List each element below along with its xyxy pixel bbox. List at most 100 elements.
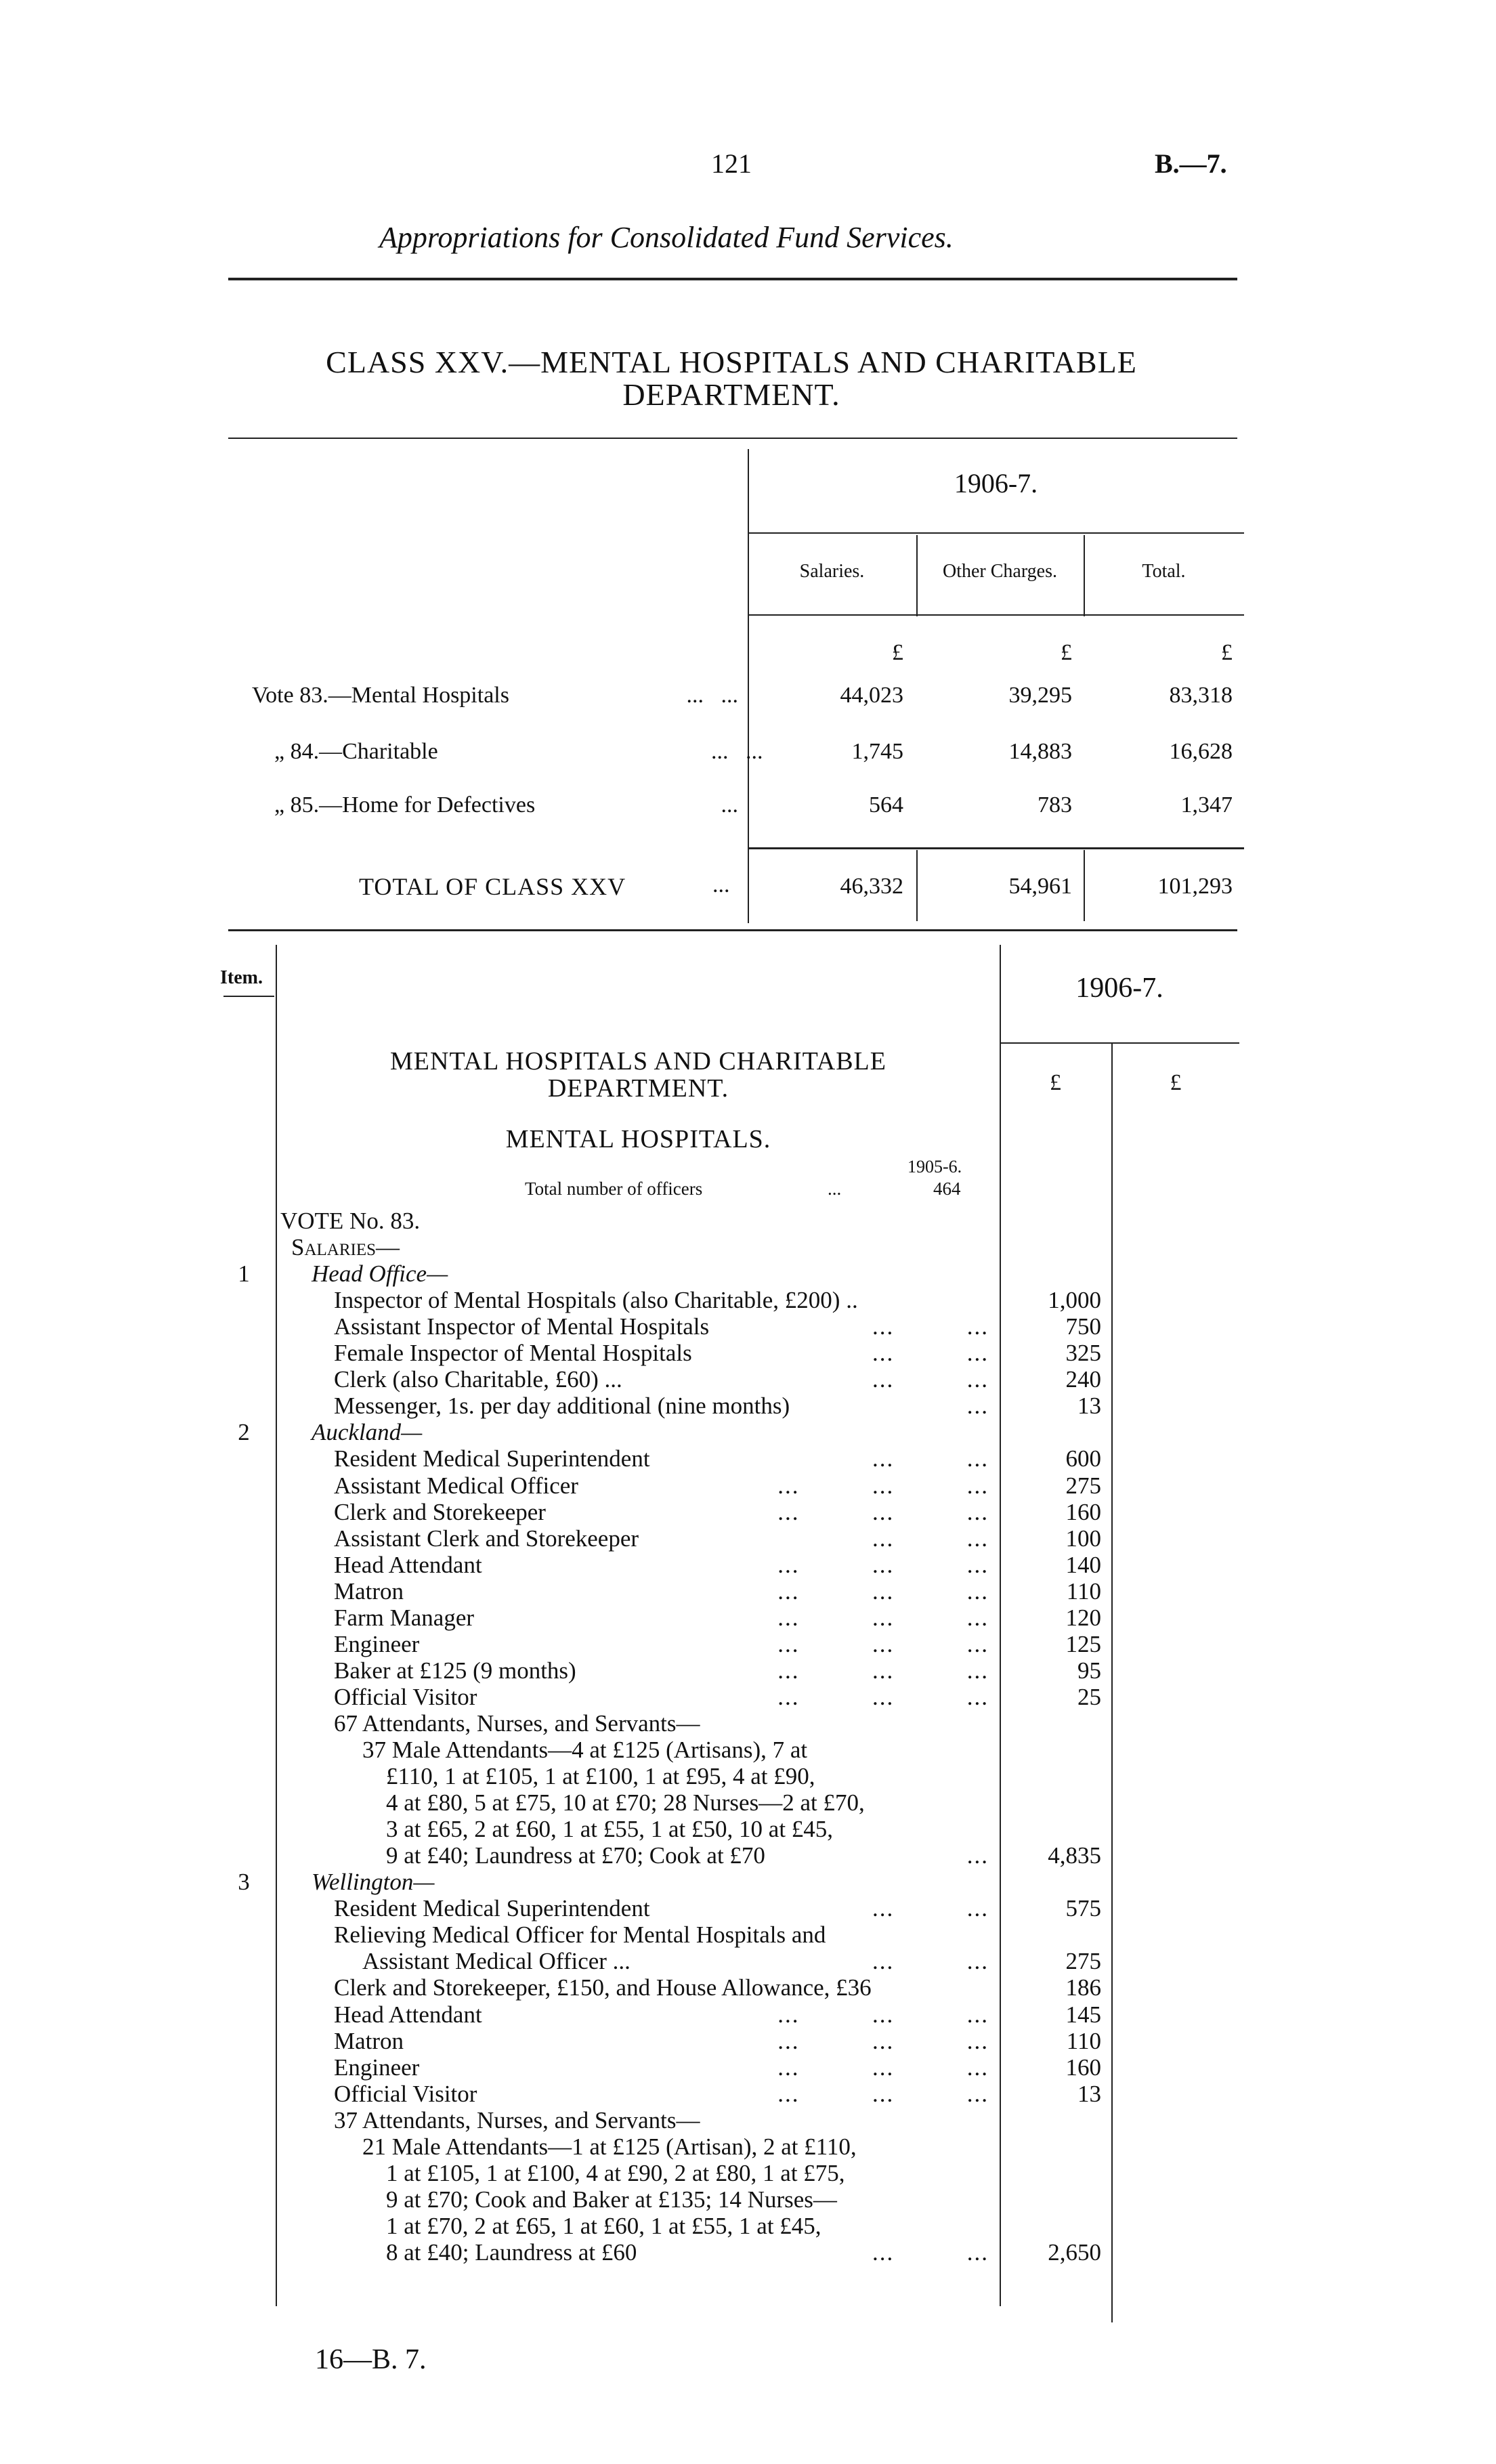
item-rule xyxy=(223,996,274,997)
line-item: Resident Medical Superintendent ... ... 60… xyxy=(0,1445,1496,1472)
total-salaries: 46,332 xyxy=(840,874,904,899)
vote-other-charges: 783 xyxy=(1038,792,1072,817)
dot-leader: ... ... ... xyxy=(777,1630,989,1657)
line-text: Head Attendant xyxy=(334,1551,482,1578)
header-rule xyxy=(228,278,1237,280)
line-amount: 160 xyxy=(1065,2054,1102,2081)
dot-leader: ... xyxy=(966,1842,989,1869)
line-item: Matron ... ... ... 110 xyxy=(0,2028,1496,2054)
detail-year: 1906-7. xyxy=(1075,973,1163,1004)
line-item: 8 at £40; Laundress at £60 ... ... 2,650 xyxy=(0,2239,1496,2266)
line-text: 21 Male Attendants—1 at £125 (Artisan), … xyxy=(362,2133,857,2160)
line-item: VOTE No. 83. xyxy=(0,1208,1496,1234)
vote-other-charges: 39,295 xyxy=(1008,683,1073,708)
line-amount: 325 xyxy=(1065,1340,1102,1367)
line-text: Salaries— xyxy=(291,1234,400,1261)
summary-col-divider xyxy=(1084,535,1085,616)
line-text: £110, 1 at £105, 1 at £100, 1 at £95, 4 … xyxy=(386,1763,815,1790)
line-item: 37 Attendants, Nurses, and Servants— xyxy=(0,2107,1496,2133)
vote-label: Vote 83.—Mental Hospitals xyxy=(252,683,509,708)
dot-leader: ... ... ... xyxy=(777,1577,989,1605)
vote-leader: ... ... xyxy=(686,683,739,708)
total-other-charges: 54,961 xyxy=(1008,874,1073,899)
line-item: Salaries— xyxy=(0,1234,1496,1260)
line-amount: 110 xyxy=(1066,2027,1101,2054)
line-amount: 25 xyxy=(1077,1683,1101,1710)
line-item: 3 at £65, 2 at £60, 1 at £55, 1 at £50, … xyxy=(0,1816,1496,1842)
line-item: Assistant Inspector of Mental Hospitals.… xyxy=(0,1313,1496,1340)
dept-title-line1: MENTAL HOSPITALS AND CHARITABLE xyxy=(390,1047,886,1076)
currency-label: £ xyxy=(892,640,903,665)
line-amount: 750 xyxy=(1065,1313,1102,1340)
line-text: 4 at £80, 5 at £75, 10 at £70; 28 Nurses… xyxy=(386,1789,865,1817)
line-text: Resident Medical Superintendent xyxy=(334,1445,650,1472)
line-item: 9 at £40; Laundress at £70; Cook at £70.… xyxy=(0,1842,1496,1869)
line-item: Messenger, 1s. per day additional (nine … xyxy=(0,1393,1496,1419)
line-item: Official Visitor ... ... ... 25 xyxy=(0,1684,1496,1710)
line-text: Head Attendant xyxy=(334,2001,482,2028)
officers-count: 464 xyxy=(933,1178,961,1199)
line-item: Inspector of Mental Hospitals (also Char… xyxy=(0,1287,1496,1313)
line-text: 8 at £40; Laundress at £60 xyxy=(386,2238,637,2266)
line-text: Clerk and Storekeeper, £150, and House A… xyxy=(334,1974,872,2001)
currency-label: £ xyxy=(1170,1070,1182,1095)
dot-leader: ... ... xyxy=(872,1366,989,1393)
col-total: Total. xyxy=(1142,561,1186,582)
line-text: 9 at £40; Laundress at £70; Cook at £70 xyxy=(386,1842,765,1869)
line-item: 3 Wellington— xyxy=(0,1869,1496,1895)
line-text: Resident Medical Superintendent xyxy=(334,1895,650,1922)
dot-leader: ... ... xyxy=(872,2238,989,2266)
vote-salaries: 564 xyxy=(869,792,903,817)
class-title-line2: DEPARTMENT. xyxy=(622,377,840,412)
vote-total: 83,318 xyxy=(1169,683,1233,708)
line-text: Official Visitor xyxy=(334,1683,477,1710)
line-item: Head Attendant ... ... ... 140 xyxy=(0,1552,1496,1578)
vote-leader: ... ... xyxy=(711,739,763,764)
line-text: VOTE No. 83. xyxy=(280,1208,421,1234)
line-text: Female Inspector of Mental Hospitals xyxy=(334,1340,692,1367)
summary-bottom-rule xyxy=(228,929,1237,931)
summary-year: 1906-7. xyxy=(954,468,1038,498)
line-text: 3 at £65, 2 at £60, 1 at £55, 1 at £50, … xyxy=(386,1816,834,1843)
line-text: Assistant Medical Officer xyxy=(334,1472,578,1499)
line-amount: 186 xyxy=(1065,1974,1102,2001)
line-text: Assistant Clerk and Storekeeper xyxy=(334,1525,639,1552)
dot-leader: ... xyxy=(966,1393,989,1420)
item-col-divider xyxy=(276,945,277,2306)
item-number: 2 xyxy=(238,1419,250,1446)
line-amount: 600 xyxy=(1065,1445,1102,1472)
line-item: Clerk and Storekeeper, £150, and House A… xyxy=(0,1974,1496,2001)
dot-leader: ... ... xyxy=(872,1313,989,1340)
currency-label: £ xyxy=(1061,640,1072,665)
prev-year-label: 1905-6. xyxy=(907,1157,962,1176)
dot-leader: ... ... ... xyxy=(777,1604,989,1631)
line-amount: 2,650 xyxy=(1048,2238,1101,2266)
vote-total: 1,347 xyxy=(1180,792,1233,817)
dot-leader: ... ... ... xyxy=(777,1551,989,1578)
line-item: Resident Medical Superintendent ... ... 57… xyxy=(0,1895,1496,1921)
vote-total: 16,628 xyxy=(1169,739,1233,764)
line-item: 37 Male Attendants—4 at £125 (Artisans),… xyxy=(0,1737,1496,1763)
page-number: 121 xyxy=(711,148,752,179)
line-text: Matron xyxy=(334,1577,404,1605)
dept-title-line2: DEPARTMENT. xyxy=(547,1074,729,1103)
line-item: Head Attendant ... ... ... 145 xyxy=(0,2001,1496,2028)
line-item: Matron ... ... ... 110 xyxy=(0,1578,1496,1605)
amount-col-divider xyxy=(1000,945,1001,2306)
document-reference: B.—7. xyxy=(1155,148,1227,179)
dot-leader: ... ... ... xyxy=(777,1498,989,1525)
total-label: TOTAL OF CLASS XXV xyxy=(359,873,626,900)
line-text: Assistant Inspector of Mental Hospitals xyxy=(334,1313,710,1340)
dot-leader: ... ... xyxy=(872,1340,989,1367)
line-amount: 125 xyxy=(1065,1630,1102,1657)
line-text: 1 at £70, 2 at £65, 1 at £60, 1 at £55, … xyxy=(386,2212,821,2239)
line-amount: 275 xyxy=(1065,1948,1102,1975)
line-text: Inspector of Mental Hospitals (also Char… xyxy=(334,1287,858,1314)
vote-leader: ... xyxy=(721,792,739,817)
line-item: 1 at £70, 2 at £65, 1 at £60, 1 at £55, … xyxy=(0,2213,1496,2239)
line-amount: 275 xyxy=(1065,1472,1102,1499)
line-item: 1 Head Office— xyxy=(0,1260,1496,1287)
dot-leader: ... ... ... xyxy=(777,2080,989,2107)
total-leader: ... xyxy=(712,872,730,897)
line-text: Matron xyxy=(334,2027,404,2054)
